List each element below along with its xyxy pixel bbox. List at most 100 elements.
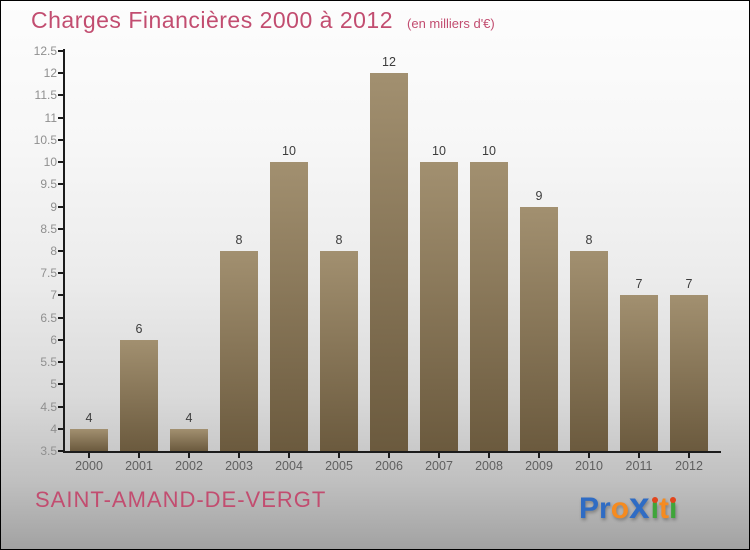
bar-value-label: 10 (432, 144, 446, 159)
y-axis-tick-label: 6.5 (40, 310, 57, 325)
y-axis-tick (58, 205, 63, 208)
y-axis-tick-label: 8.5 (40, 221, 57, 236)
y-axis-tick (58, 383, 63, 386)
y-axis-tick (58, 183, 63, 186)
bar (520, 206, 558, 451)
y-axis-tick-label: 7.5 (40, 266, 57, 281)
chart-title: Charges Financières 2000 à 2012 (31, 7, 394, 33)
bar (620, 295, 658, 451)
y-axis-tick (58, 427, 63, 430)
x-axis-tick (388, 453, 390, 458)
title-row: Charges Financières 2000 à 2012 (en milli… (31, 7, 495, 34)
y-axis-tick-label: 3.5 (40, 444, 57, 458)
y-axis-tick (58, 405, 63, 408)
y-axis-tick-label: 11 (44, 110, 57, 125)
y-axis-tick (58, 338, 63, 341)
logo-letter: ı (650, 492, 659, 525)
y-axis-tick-label: 4 (50, 421, 57, 436)
y-axis-tick-label: 7 (50, 288, 57, 303)
bar (670, 295, 708, 451)
x-axis-tick (238, 453, 240, 458)
bar (70, 428, 108, 451)
x-axis-category-label: 2005 (325, 459, 353, 473)
y-axis-tick-label: 11.5 (34, 88, 57, 103)
x-axis-tick (488, 453, 490, 458)
y-axis-tick (58, 294, 63, 297)
bar-value-label: 10 (482, 144, 496, 159)
logo-letter: t (658, 492, 669, 525)
y-axis-tick-label: 8 (50, 244, 57, 258)
y-axis-tick (58, 138, 63, 141)
x-axis-tick (188, 453, 190, 458)
y-axis-tick (58, 227, 63, 230)
bar-value-label: 12 (382, 55, 396, 70)
x-axis-tick (88, 453, 90, 458)
x-axis-category-label: 2004 (275, 459, 303, 473)
bar-value-label: 9 (535, 188, 543, 203)
y-axis-tick-label: 5 (50, 377, 57, 392)
x-axis-tick (588, 453, 590, 458)
x-axis-line (63, 451, 721, 453)
y-axis-tick-label: 4.5 (40, 399, 57, 414)
y-axis-tick-label: 12 (43, 66, 57, 81)
bar (170, 428, 208, 451)
x-axis-category-label: 2003 (225, 459, 253, 473)
logo-letter-dot (670, 497, 677, 503)
y-axis-tick-label: 10.5 (33, 132, 57, 147)
logo-letter: P (579, 492, 600, 525)
bar (270, 162, 308, 451)
x-axis-tick (538, 453, 540, 458)
y-axis-tick-label: 10 (43, 155, 57, 170)
x-axis-category-label: 2007 (425, 459, 453, 473)
commune-name: SAINT-AMAND-DE-VERGT (35, 487, 327, 512)
bar (470, 162, 508, 451)
bar-value-label: 6 (135, 321, 143, 336)
y-axis-tick-label: 5.5 (40, 355, 57, 370)
y-axis-tick (58, 272, 63, 275)
logo-letter-dot (651, 497, 658, 503)
bar (370, 73, 408, 451)
bar-value-label: 4 (85, 410, 93, 425)
bar-value-label: 10 (282, 144, 296, 159)
y-axis-tick (58, 250, 63, 252)
bar-value-label: 4 (185, 410, 193, 425)
y-axis-tick (58, 94, 63, 97)
y-axis-tick (58, 116, 63, 119)
bar-value-label: 8 (335, 233, 343, 247)
x-axis-tick (638, 453, 640, 458)
x-axis-category-label: 2010 (575, 459, 603, 473)
logo-letter: o (610, 492, 630, 525)
bar (570, 251, 608, 451)
x-axis-category-label: 2001 (125, 459, 153, 473)
x-axis-category-label: 2006 (375, 459, 403, 473)
x-axis-category-label: 2000 (75, 459, 103, 473)
bar-value-label: 8 (585, 233, 593, 247)
y-axis-tick (58, 72, 63, 75)
y-axis-tick (58, 161, 63, 164)
logo-letter: r (599, 492, 611, 525)
x-axis-category-label: 2012 (675, 459, 703, 473)
bar-value-label: 7 (635, 277, 643, 292)
y-axis-tick (58, 316, 63, 319)
y-axis-tick-label: 9.5 (40, 177, 57, 192)
y-axis-tick (58, 450, 63, 452)
x-axis-tick (688, 453, 690, 458)
y-axis-line (63, 49, 65, 453)
x-axis-tick (438, 453, 440, 458)
bar (420, 162, 458, 451)
y-axis-tick (58, 50, 63, 52)
x-axis-category-label: 2008 (475, 459, 503, 473)
x-axis-tick (338, 453, 340, 458)
y-axis-tick (58, 361, 63, 364)
bar-value-label: 7 (685, 277, 693, 292)
logo-letter: x (629, 485, 651, 526)
x-axis-category-label: 2002 (175, 459, 203, 473)
logo-letter: ı (668, 492, 678, 525)
bar (320, 251, 358, 451)
bar (120, 339, 158, 451)
chart-subtitle: (en milliers d'€) (407, 16, 495, 31)
y-axis-tick-label: 9 (50, 199, 57, 214)
